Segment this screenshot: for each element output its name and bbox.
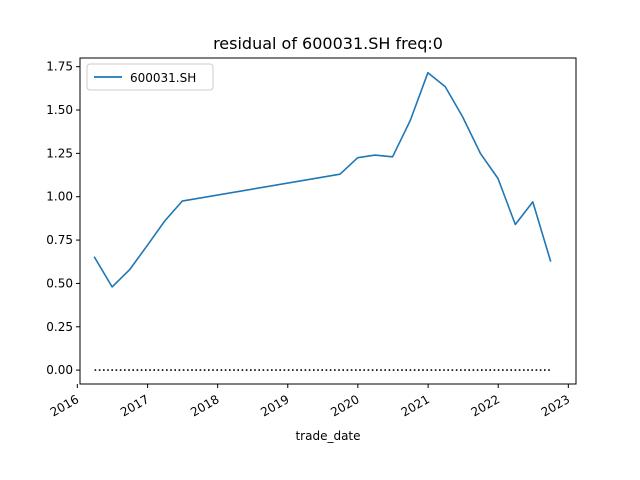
series-line-600031.SH: [93, 71, 552, 288]
legend-label: 600031.SH: [130, 71, 196, 85]
y-tick-label: 1.50: [46, 103, 73, 117]
y-tick-label: 0.50: [46, 276, 73, 290]
y-tick-label: 1.75: [46, 60, 73, 74]
x-axis-label: trade_date: [295, 429, 360, 443]
series-layer: [93, 71, 552, 371]
chart-title: residual of 600031.SH freq:0: [213, 34, 443, 53]
legend: 600031.SH: [86, 63, 214, 91]
y-tick-label: 0.00: [46, 363, 73, 377]
y-tick-label: 0.75: [46, 233, 73, 247]
plot-frame: [79, 57, 577, 385]
y-tick-label: 1.00: [46, 190, 73, 204]
y-tick-label: 1.25: [46, 146, 73, 160]
y-tick-label: 0.25: [46, 320, 73, 334]
legend-box: [86, 63, 214, 91]
